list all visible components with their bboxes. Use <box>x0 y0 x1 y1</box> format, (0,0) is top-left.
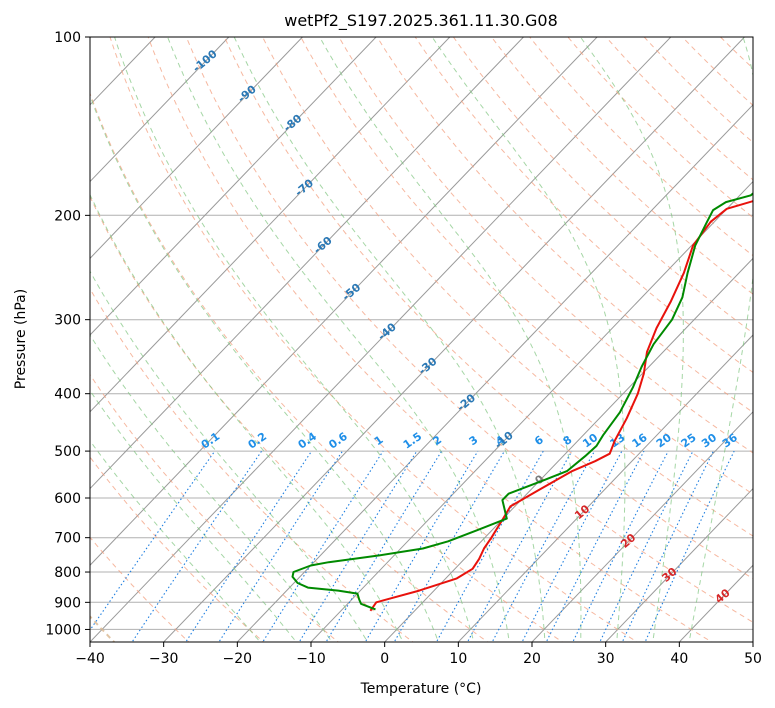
dry-adiabat <box>90 92 564 642</box>
x-tick-label: −30 <box>149 651 179 667</box>
dry-adiabats <box>90 37 753 642</box>
isotherm-line <box>236 104 753 642</box>
isotherm-line <box>90 37 451 413</box>
mixing-ratio-line <box>185 450 313 642</box>
y-tick-label: 200 <box>54 208 81 224</box>
y-tick-label: 300 <box>54 313 81 329</box>
moist-adiabat <box>90 193 404 642</box>
isotherm-line <box>90 37 672 642</box>
mixing-ratio-line <box>521 450 623 642</box>
isotherm-line <box>90 37 230 183</box>
profile-lines <box>291 192 753 612</box>
temperature-line <box>369 200 753 612</box>
isotherm-line <box>90 37 598 566</box>
moist-adiabat <box>90 94 439 642</box>
isotherm-line <box>163 37 745 642</box>
x-tick-label: −20 <box>223 651 253 667</box>
mixing-ratio-lines <box>90 450 735 642</box>
y-tick-label: 500 <box>54 444 81 460</box>
x-tick-label: −40 <box>75 651 105 667</box>
moist-adiabat <box>90 334 333 642</box>
mixing-ratio-line <box>621 450 714 642</box>
x-tick-label: −10 <box>296 651 326 667</box>
mixing-ratio-line <box>218 450 343 642</box>
x-tick-label: 0 <box>380 651 389 667</box>
mixing-ratio-line <box>90 450 216 632</box>
y-tick-label: 600 <box>54 491 81 507</box>
y-axis-label: Pressure (hPa) <box>13 289 29 389</box>
dry-adiabat <box>223 37 753 580</box>
plot-frame <box>89 36 754 643</box>
dry-adiabat <box>338 37 753 454</box>
x-tick-label: 40 <box>670 651 688 667</box>
mixing-ratio-line <box>545 450 645 642</box>
y-tick-label: 700 <box>54 531 81 547</box>
isotherm-line <box>90 37 377 336</box>
moist-adiabat <box>90 439 261 642</box>
dry-adiabat <box>147 37 713 642</box>
moist-adiabats <box>90 37 753 642</box>
isotherm-line <box>457 334 753 642</box>
dry-adiabat <box>452 37 753 334</box>
mixing-ratio-line <box>491 450 595 642</box>
y-tick-label: 800 <box>54 565 81 581</box>
moist-adiabat <box>431 37 626 642</box>
x-axis-label: Temperature (°C) <box>360 681 482 697</box>
moist-adiabat <box>319 37 582 642</box>
x-tick-label: 10 <box>449 651 467 667</box>
mixing-ratio-line <box>393 450 505 642</box>
isotherm-line <box>90 37 524 490</box>
y-tick-label: 400 <box>54 387 81 403</box>
isotherm-line <box>384 257 753 642</box>
dry-adiabat <box>90 456 265 642</box>
moist-adiabat <box>167 37 510 642</box>
dry-adiabat <box>185 37 753 623</box>
y-tick-label: 1000 <box>45 622 81 638</box>
mixing-ratio-line <box>131 450 263 642</box>
chart-title: wetPf2_S197.2025.361.11.30.G08 <box>284 11 558 31</box>
dry-adiabat <box>109 37 638 642</box>
mixing-ratio-line <box>364 450 479 642</box>
moist-adiabat <box>90 270 369 642</box>
moist-adiabat <box>114 37 475 642</box>
x-axis: −40 −30 −20 −10 0 10 20 30 40 50 <box>75 642 762 667</box>
moist-adiabat <box>90 389 297 642</box>
x-tick-label: 20 <box>523 651 541 667</box>
x-tick-label: 50 <box>744 651 762 667</box>
isotherms <box>90 37 753 642</box>
moist-adiabat <box>579 37 684 642</box>
x-tick-label: 30 <box>597 651 615 667</box>
mixing-ratio-line <box>644 450 735 642</box>
isotherm-line <box>605 487 753 642</box>
y-tick-label: 100 <box>54 30 81 46</box>
isotherm-line <box>90 37 303 260</box>
dry-adiabat <box>300 37 753 495</box>
dewpoint-line <box>291 192 753 611</box>
isotherm-line <box>531 411 753 642</box>
dry-adiabat <box>90 287 414 642</box>
mixing-ratio-line <box>298 450 418 642</box>
dry-adiabat <box>90 195 489 642</box>
dry-adiabat <box>90 373 340 642</box>
y-axis: 100 200 300 400 500 600 700 800 900 1000 <box>45 30 90 638</box>
y-tick-label: 900 <box>54 595 81 611</box>
